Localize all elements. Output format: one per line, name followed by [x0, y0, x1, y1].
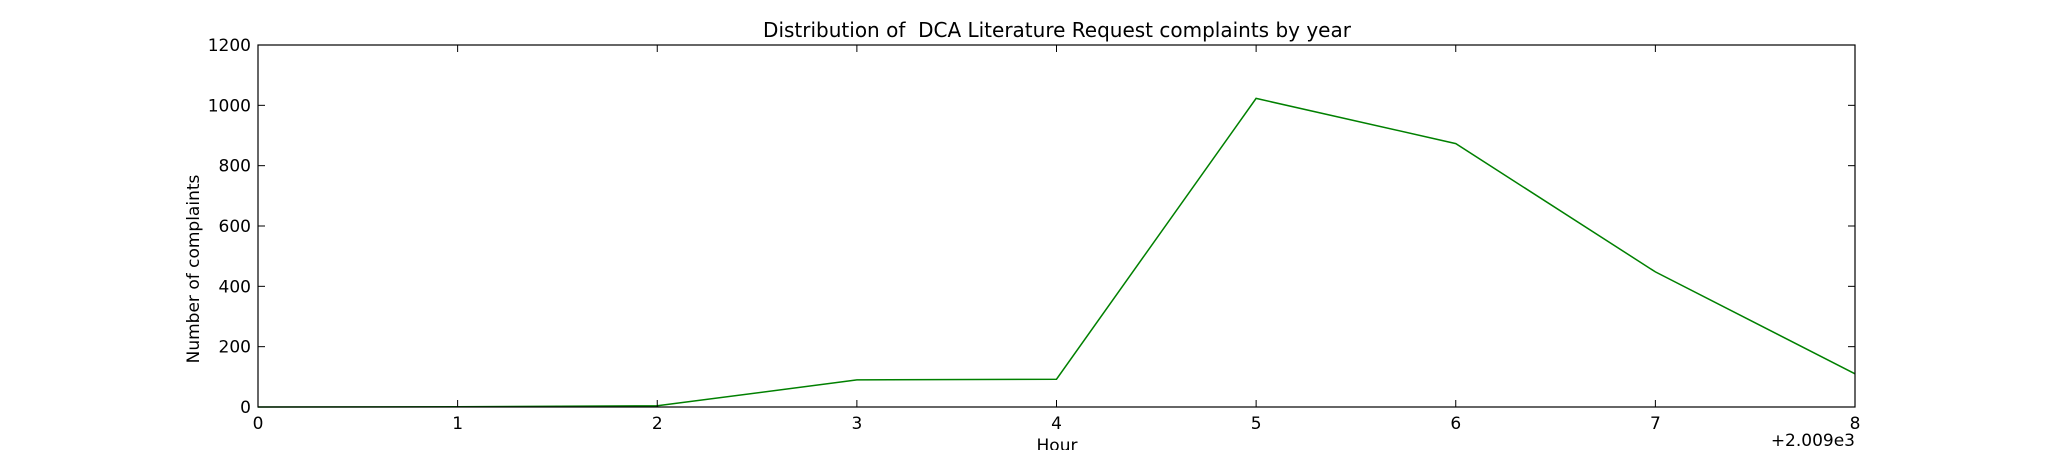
x-tick-label: 4	[1051, 414, 1062, 434]
x-tick-label: 6	[1450, 414, 1461, 434]
y-tick-label: 400	[219, 277, 251, 297]
x-tick-label: 7	[1650, 414, 1661, 434]
y-tick-label: 0	[240, 398, 251, 418]
x-tick-label: 0	[253, 414, 264, 434]
plot-area: 0 1 2 3 4 5 6 7 8 0 200 400 600 800 1000 1200	[208, 36, 1861, 434]
x-tick-label: 1	[452, 414, 463, 434]
chart-title: Distribution of DCA Literature Request c…	[763, 18, 1352, 42]
plot-frame	[257, 44, 1856, 408]
y-tick-label: 200	[219, 338, 251, 358]
x-tick-label: 8	[1850, 414, 1861, 434]
y-tick-label: 1000	[208, 96, 251, 116]
series-line-0	[257, 97, 1856, 408]
y-tick-label: 800	[219, 157, 251, 177]
y-axis-label: Number of complaints	[184, 174, 204, 363]
y-tick-label: 600	[219, 217, 251, 237]
x-offset-label: +2.009e3	[1771, 431, 1855, 450]
x-axis-label: Hour	[1037, 436, 1078, 450]
y-tick-label: 1200	[208, 36, 251, 56]
x-tick-label: 2	[652, 414, 663, 434]
x-tick-label: 3	[851, 414, 862, 434]
x-tick-label: 5	[1251, 414, 1262, 434]
